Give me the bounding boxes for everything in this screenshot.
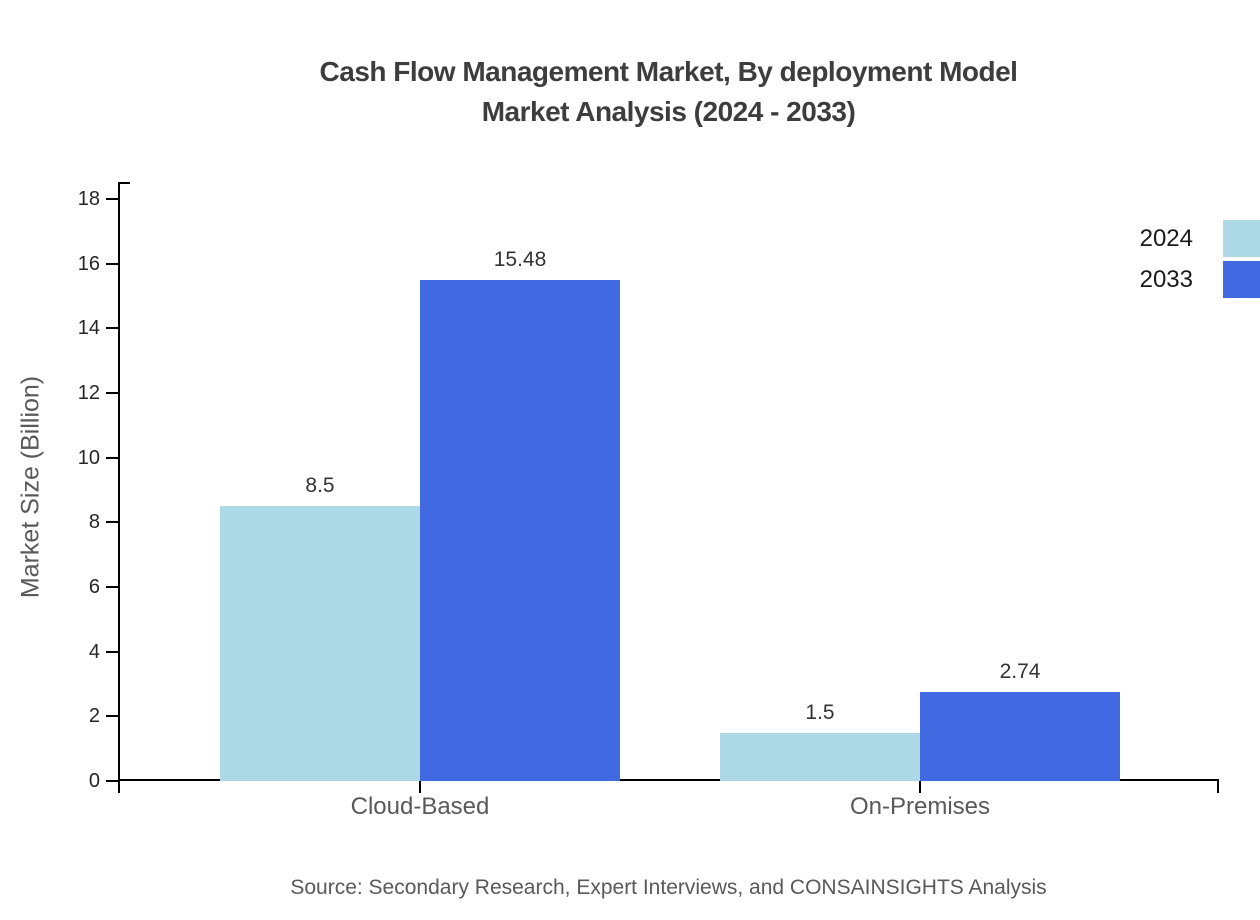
x-category-label: On-Premises — [849, 793, 991, 820]
y-tick-label: 18 — [77, 188, 100, 210]
y-tick-label: 16 — [77, 252, 100, 275]
y-tick-label: 14 — [77, 317, 100, 340]
y-tick-label: 0 — [88, 770, 100, 792]
y-tick-mark — [106, 780, 118, 782]
y-tick-mark — [106, 456, 118, 459]
chart-title-line2: Market Analysis (2024 - 2033) — [481, 96, 856, 127]
bar-2033-cloud-based — [420, 280, 620, 781]
y-tick-label: 6 — [88, 576, 100, 598]
bar-2024-cloud-based — [220, 506, 420, 781]
legend-swatch-2024 — [1223, 220, 1260, 257]
bar-2024-on-premises — [720, 732, 920, 781]
legend-label-2024: 2024 — [1139, 225, 1193, 252]
chart-title: Cash Flow Management Market, By deployme… — [118, 52, 1219, 132]
y-tick-mark — [106, 586, 118, 588]
x-axis-end-cap — [1217, 779, 1219, 793]
x-tick-mark — [419, 781, 421, 793]
bar-value-label: 8.5 — [305, 474, 335, 498]
x-category-label: Cloud-Based — [350, 793, 490, 820]
source-note: Source: Secondary Research, Expert Inter… — [290, 876, 1047, 899]
chart-title-line1: Cash Flow Management Market, By deployme… — [319, 56, 1018, 87]
y-tick-mark — [106, 392, 118, 394]
legend-swatch-2033 — [1223, 261, 1260, 298]
y-tick-mark — [106, 262, 118, 265]
x-tick-mark — [919, 781, 921, 793]
y-tick-mark — [106, 198, 118, 200]
y-tick-mark — [106, 327, 118, 330]
bar-value-label: 2.74 — [999, 660, 1041, 684]
x-axis-line — [118, 779, 1219, 781]
y-tick-mark — [106, 650, 118, 653]
legend-label-2033: 2033 — [1139, 266, 1193, 293]
bar-value-label: 1.5 — [805, 700, 835, 724]
y-tick-label: 12 — [77, 382, 100, 404]
y-axis-line — [118, 182, 120, 793]
y-tick-mark — [106, 715, 118, 718]
y-tick-mark — [106, 521, 118, 524]
y-tick-label: 2 — [88, 705, 100, 728]
y-tick-label: 10 — [77, 446, 100, 469]
y-axis-title: Market Size (Billion) — [16, 375, 45, 599]
y-axis-top-cap — [118, 182, 130, 184]
bar-value-label: 15.48 — [493, 248, 547, 272]
y-tick-label: 4 — [88, 640, 100, 663]
y-tick-label: 8 — [88, 511, 100, 534]
bar-2033-on-premises — [920, 692, 1120, 781]
